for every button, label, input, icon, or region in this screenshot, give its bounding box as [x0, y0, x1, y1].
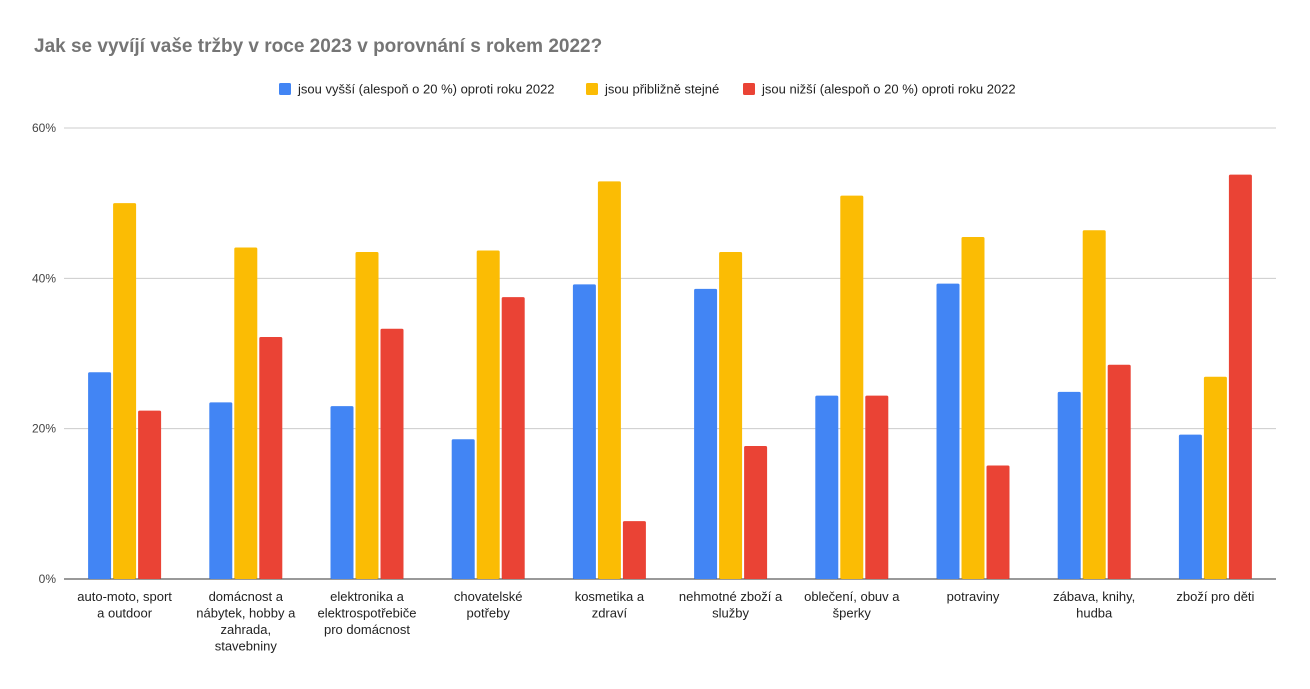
bar — [815, 395, 839, 579]
bar — [1082, 230, 1106, 579]
bar — [719, 252, 743, 579]
bar — [622, 521, 646, 579]
bar — [476, 250, 500, 579]
bar — [113, 203, 137, 579]
y-tick-label: 40% — [32, 271, 56, 285]
bar — [501, 297, 525, 579]
bar — [1203, 376, 1227, 579]
legend-swatch — [586, 83, 598, 95]
category-label: auto-moto, sport a outdoor — [77, 589, 172, 621]
bar — [694, 288, 718, 579]
category-label: elektronika a elektrospotřebiče pro domácn… — [318, 589, 417, 637]
bar — [986, 465, 1010, 579]
y-tick-label: 20% — [32, 422, 56, 436]
bar — [138, 410, 162, 579]
y-tick-label: 0% — [39, 572, 57, 586]
bar — [936, 283, 960, 579]
bar — [330, 406, 354, 579]
y-tick-label: 60% — [32, 121, 56, 135]
bar — [451, 439, 475, 579]
legend: jsou vyšší (alespoň o 20 %) oproti roku … — [279, 82, 1016, 97]
legend-swatch — [743, 83, 755, 95]
bar — [1228, 174, 1252, 579]
legend-label: jsou přibližně stejné — [604, 82, 719, 97]
bar — [597, 181, 621, 579]
legend-label: jsou nižší (alespoň o 20 %) oproti roku … — [761, 82, 1016, 97]
category-label: domácnost a nábytek, hobby a zahrada, stave… — [196, 589, 296, 654]
category-label: zábava, knihy, hudba — [1053, 589, 1135, 621]
category-label: oblečení, obuv a šperky — [804, 589, 900, 621]
bar — [961, 236, 985, 579]
bar — [259, 336, 283, 579]
bar — [865, 395, 889, 579]
category-label: potraviny — [947, 589, 1000, 604]
bars — [88, 174, 1252, 579]
category-label: chovatelské potřeby — [454, 589, 523, 621]
category-label: kosmetika a zdraví — [575, 589, 645, 621]
legend-swatch — [279, 83, 291, 95]
category-label: nehmotné zboží a služby — [679, 589, 783, 621]
bar — [840, 195, 864, 579]
bar — [572, 284, 596, 579]
bar — [234, 247, 258, 579]
legend-label: jsou vyšší (alespoň o 20 %) oproti roku … — [297, 82, 555, 97]
chart-title: Jak se vyvíjí vaše tržby v roce 2023 v p… — [34, 36, 602, 57]
bar — [355, 252, 379, 579]
bar — [1178, 434, 1202, 579]
category-label: zboží pro děti — [1176, 589, 1254, 604]
bar — [380, 328, 404, 579]
bar — [1107, 364, 1131, 579]
bar — [88, 372, 112, 579]
bar — [1057, 391, 1081, 579]
category-labels: auto-moto, sport a outdoor domácnost a náby… — [77, 589, 1254, 654]
bar — [744, 445, 768, 579]
bar — [209, 402, 233, 579]
